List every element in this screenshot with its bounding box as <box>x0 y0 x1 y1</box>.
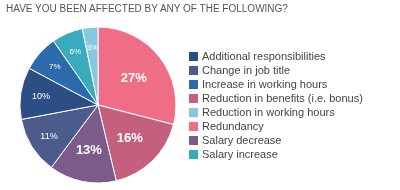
svg-text:27%: 27% <box>121 70 147 85</box>
svg-text:3%: 3% <box>86 43 98 52</box>
svg-text:13%: 13% <box>76 142 102 157</box>
html-text:Reduction in working hours: Reduction in working hours <box>202 105 335 118</box>
svg-text:11%: 11% <box>40 131 57 141</box>
svg-text:6%: 6% <box>69 47 81 56</box>
html-text:Additional responsibilities: Additional responsibilities <box>202 49 326 62</box>
html-text:Salary decrease: Salary decrease <box>202 133 282 146</box>
svg-text:16%: 16% <box>117 130 143 145</box>
svg-text:10%: 10% <box>32 91 50 101</box>
html-text:Salary increase: Salary increase <box>202 147 278 160</box>
html-text:HAVE YOU BEEN AFFECTED BY ANY: HAVE YOU BEEN AFFECTED BY ANY OF THE FOL… <box>6 3 288 14</box>
svg-text:7%: 7% <box>49 62 61 71</box>
html-text:Redundancy: Redundancy <box>202 119 264 132</box>
html-text:Increase in working hours: Increase in working hours <box>202 77 328 90</box>
html-text:Change in job title: Change in job title <box>202 63 291 76</box>
html-text:Reduction in benefits (i.e. bo: Reduction in benefits (i.e. bonus) <box>202 91 363 104</box>
